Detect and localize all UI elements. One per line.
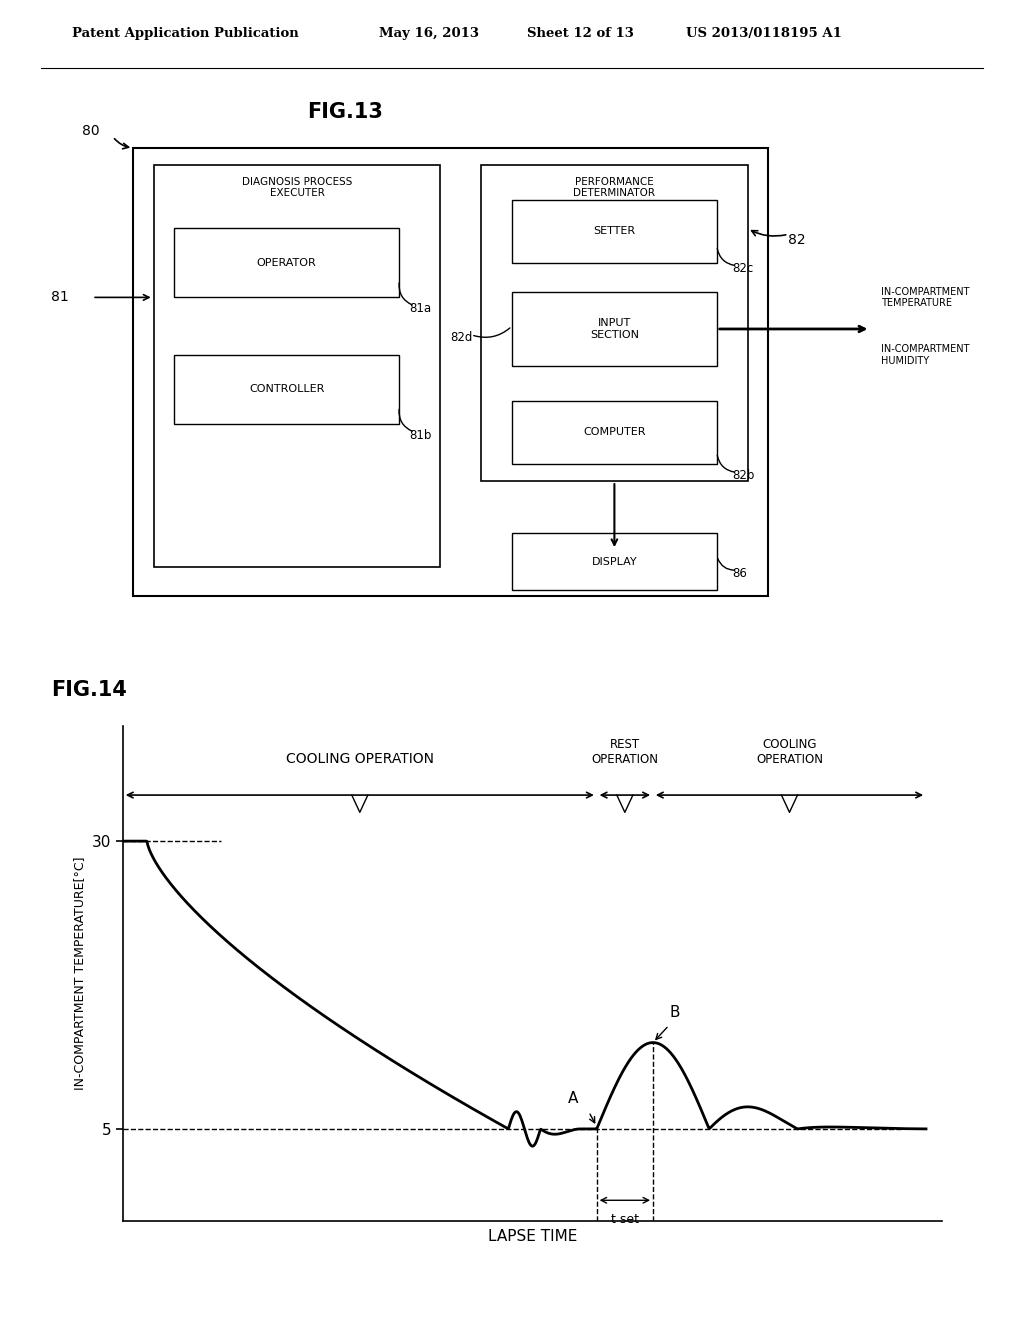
FancyBboxPatch shape (512, 533, 717, 590)
FancyBboxPatch shape (154, 165, 440, 568)
Text: SETTER: SETTER (593, 226, 636, 236)
Text: REST
OPERATION: REST OPERATION (591, 738, 658, 767)
X-axis label: LAPSE TIME: LAPSE TIME (487, 1229, 578, 1245)
Text: B: B (669, 1005, 680, 1019)
Text: 82: 82 (788, 232, 806, 247)
Text: US 2013/0118195 A1: US 2013/0118195 A1 (686, 28, 842, 41)
Text: 82c: 82c (732, 263, 754, 275)
FancyBboxPatch shape (174, 228, 399, 297)
Text: DIAGNOSIS PROCESS
EXECUTER: DIAGNOSIS PROCESS EXECUTER (242, 177, 352, 198)
Text: Patent Application Publication: Patent Application Publication (72, 28, 298, 41)
Text: 80: 80 (82, 124, 99, 137)
FancyBboxPatch shape (481, 165, 748, 480)
Text: COOLING OPERATION: COOLING OPERATION (286, 752, 434, 767)
Text: t set: t set (611, 1213, 639, 1226)
Text: 82d: 82d (451, 331, 473, 345)
Text: FIG.13: FIG.13 (307, 102, 383, 123)
FancyBboxPatch shape (512, 199, 717, 263)
Text: Sheet 12 of 13: Sheet 12 of 13 (527, 28, 634, 41)
Text: PERFORMANCE
DETERMINATOR: PERFORMANCE DETERMINATOR (573, 177, 655, 198)
Text: 81a: 81a (410, 302, 432, 315)
FancyBboxPatch shape (512, 292, 717, 366)
Text: May 16, 2013: May 16, 2013 (379, 28, 479, 41)
Y-axis label: IN-COMPARTMENT TEMPERATURE[°C]: IN-COMPARTMENT TEMPERATURE[°C] (73, 857, 86, 1090)
Text: COOLING
OPERATION: COOLING OPERATION (756, 738, 823, 767)
Text: 86: 86 (732, 566, 748, 579)
Text: A: A (567, 1090, 578, 1106)
Text: IN-COMPARTMENT
HUMIDITY: IN-COMPARTMENT HUMIDITY (881, 345, 969, 366)
Text: DISPLAY: DISPLAY (592, 557, 637, 566)
FancyBboxPatch shape (174, 355, 399, 424)
Text: OPERATOR: OPERATOR (257, 257, 316, 268)
Text: COMPUTER: COMPUTER (583, 428, 646, 437)
FancyBboxPatch shape (512, 401, 717, 463)
Text: INPUT
SECTION: INPUT SECTION (590, 318, 639, 339)
Text: CONTROLLER: CONTROLLER (249, 384, 325, 395)
Text: FIG.14: FIG.14 (51, 680, 127, 700)
Text: IN-COMPARTMENT
TEMPERATURE: IN-COMPARTMENT TEMPERATURE (881, 286, 969, 308)
Text: 81: 81 (51, 290, 69, 305)
Text: 82b: 82b (732, 469, 755, 482)
FancyBboxPatch shape (133, 148, 768, 597)
Text: 81b: 81b (410, 429, 432, 442)
